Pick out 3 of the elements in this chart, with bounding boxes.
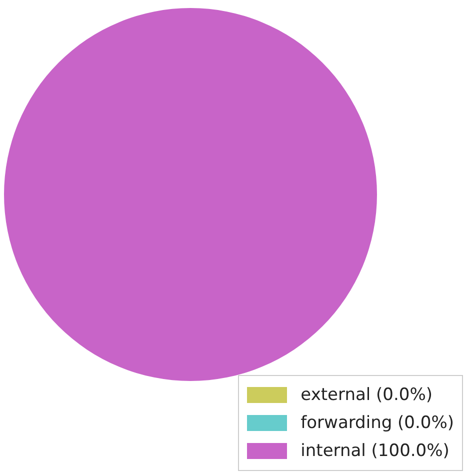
legend-label: forwarding (0.0%)	[300, 413, 454, 433]
legend-label: external (0.0%)	[300, 385, 432, 405]
legend-label: internal (100.0%)	[300, 441, 450, 461]
